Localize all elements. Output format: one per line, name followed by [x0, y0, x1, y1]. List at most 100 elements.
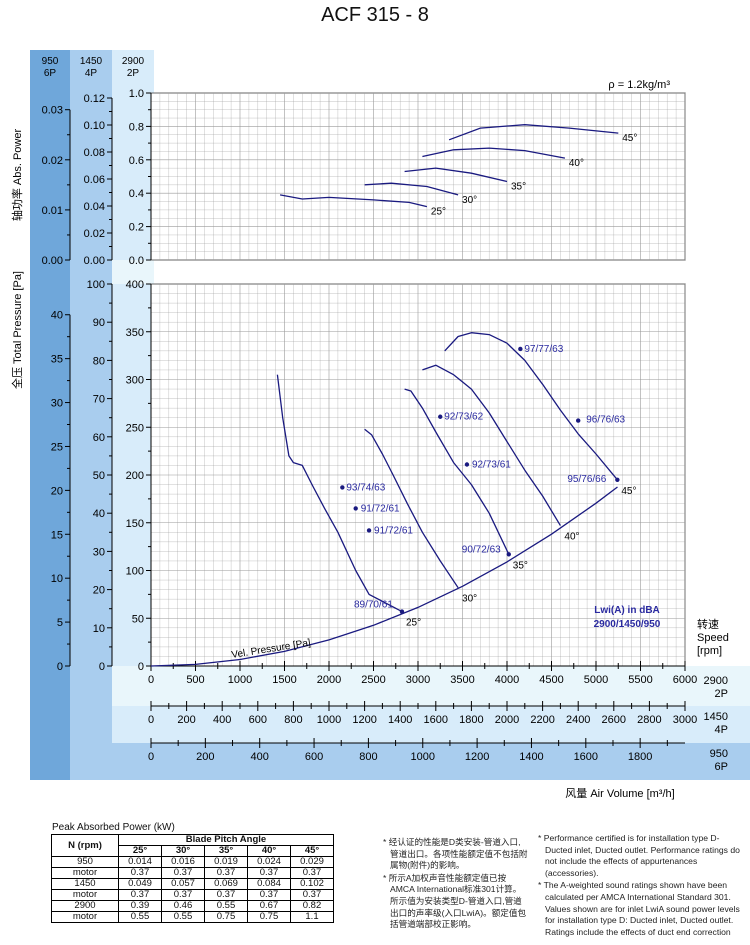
pressure-axis-1450-tick-label: 40 [93, 508, 105, 520]
x-axis-950-tick-label: 1200 [465, 751, 489, 763]
power-axis-1450-tick-label: 0.10 [84, 120, 105, 132]
speed-header-rpm: 2900 [122, 56, 145, 67]
x-axis-950-tick-label: 600 [305, 751, 323, 763]
pressure-axis-950-tick-label: 15 [51, 529, 63, 541]
notes-chinese: * 经认证的性能是D类安装-管道入口,管道出口。各项性能额定值不包括附属物(附件… [383, 837, 528, 932]
power-curve-angle: 45° [622, 133, 637, 144]
x-axis-950-tick-label: 0 [148, 751, 154, 763]
x-axis-2900-tick-label: 1000 [228, 674, 252, 686]
x-axis-2900-tick-label: 4500 [539, 674, 563, 686]
notes-english: * Performance certified is for installat… [538, 833, 743, 939]
power-axis-2900-tick-label: 0.0 [129, 255, 144, 267]
pressure-curve [422, 364, 561, 526]
power-cell: 0.37 [204, 889, 248, 901]
operating-point-label: 91/72/61 [361, 503, 400, 514]
x-axis-1450-tick-label: 1200 [352, 714, 376, 726]
lwi-label: Lwi(A) in dBA [594, 605, 660, 616]
power-cell: 0.55 [118, 911, 162, 923]
power-cell: 0.67 [247, 900, 291, 912]
x-axis-2900-tick-label: 1500 [272, 674, 296, 686]
x-axis-950-tick-label: 1400 [519, 751, 543, 763]
x-axis-2900-tick-label: 500 [186, 674, 204, 686]
operating-point-label: 92/73/61 [472, 459, 511, 470]
pressure-axis-2900-tick-label: 100 [126, 566, 144, 578]
power-curve [364, 182, 459, 196]
angle-header: 40° [247, 845, 291, 857]
power-table-title: Peak Absorbed Power (kW) [52, 822, 175, 833]
x-speed-poles: 2P [715, 688, 728, 700]
power-cell: 0.37 [290, 867, 334, 879]
x-axis-1450-tick-label: 2400 [566, 714, 590, 726]
power-cell: 0.049 [118, 878, 162, 890]
pressure-axis-1450-tick-label: 60 [93, 432, 105, 444]
pressure-axis-2900-tick-label: 50 [132, 613, 144, 625]
power-axis-2900-tick-label: 0.2 [129, 222, 144, 234]
row-header: N (rpm) [51, 834, 119, 857]
power-cell: 0.55 [204, 900, 248, 912]
pressure-axis-2900-tick-label: 150 [126, 518, 144, 530]
power-cell: 0.37 [161, 889, 205, 901]
pressure-axis-2900-tick-label: 0 [138, 661, 144, 673]
row-label: 950 [51, 856, 119, 868]
pressure-curve [444, 332, 618, 481]
row-label: motor [51, 889, 119, 901]
x-speed-rpm: 1450 [704, 711, 728, 723]
operating-point-label: 96/76/63 [586, 415, 625, 426]
note-en-1: * Performance certified is for installat… [538, 833, 740, 878]
pressure-axis-2900-tick-label: 350 [126, 327, 144, 339]
power-curve-angle: 40° [569, 158, 584, 169]
operating-point [340, 485, 345, 490]
x-axis-1450-tick-label: 2600 [602, 714, 626, 726]
power-cell: 0.057 [161, 878, 205, 890]
operating-point [576, 418, 581, 423]
power-cell: 0.37 [118, 867, 162, 879]
power-axis-title: 轴功率 Abs. Power [10, 129, 24, 222]
power-axis-2900-tick-label: 0.4 [129, 188, 144, 200]
speed-label: 转速 [697, 617, 719, 631]
operating-point-label: 89/70/61 [354, 600, 393, 611]
pressure-curve [364, 428, 459, 589]
pressure-curve [404, 388, 510, 555]
operating-point [438, 414, 443, 419]
power-cell: 0.37 [247, 889, 291, 901]
power-axis-1450-tick-label: 0.08 [84, 147, 105, 159]
x-axis-1450-tick-label: 2800 [637, 714, 661, 726]
power-cell: 0.46 [161, 900, 205, 912]
pressure-axis-950-tick-label: 30 [51, 398, 63, 410]
pressure-curve-angle: 45° [621, 486, 636, 497]
x-axis-1450-tick-label: 600 [249, 714, 267, 726]
x-axis-1450-tick-label: 200 [177, 714, 195, 726]
row-label: 2900 [51, 900, 119, 912]
density-label: ρ = 1.2kg/m³ [608, 79, 670, 91]
power-cell: 0.024 [247, 856, 291, 868]
speed-label: Speed [697, 632, 729, 644]
operating-point [399, 609, 405, 614]
pressure-curve-angle: 40° [564, 532, 579, 543]
power-axis-950-tick-label: 0.03 [42, 105, 63, 117]
pressure-axis-1450-tick-label: 90 [93, 317, 105, 329]
power-cell: 0.084 [247, 878, 291, 890]
power-axis-950-tick-label: 0.02 [42, 155, 63, 167]
x-axis-950-tick-label: 1800 [628, 751, 652, 763]
note-cn-2: * 所示A加权声音性能额定值已按AMCA International标准301计… [383, 872, 527, 930]
band-gap [112, 260, 154, 284]
power-cell: 0.016 [161, 856, 205, 868]
pressure-axis-1450-tick-label: 10 [93, 623, 105, 635]
x-speed-rpm: 950 [710, 748, 728, 760]
band-950 [30, 50, 70, 780]
power-cell: 0.39 [118, 900, 162, 912]
power-curve [404, 167, 508, 183]
operating-point [464, 462, 470, 467]
power-curve-angle: 25° [431, 207, 446, 218]
pressure-axis-950-tick-label: 10 [51, 573, 63, 585]
x-axis-2900-tick-label: 5000 [584, 674, 608, 686]
power-cell: 0.37 [247, 867, 291, 879]
pressure-axis-950-tick-label: 5 [57, 617, 63, 629]
speed-label: [rpm] [697, 645, 722, 657]
note-en-2: * The A-weighted sound ratings shown hav… [538, 880, 740, 937]
speed-header-rpm: 950 [42, 56, 59, 67]
power-curve [448, 124, 619, 141]
table-row: 1450 0.049 0.057 0.069 0.084 0.102 [51, 878, 334, 890]
x-axis-1450-tick-label: 2200 [530, 714, 554, 726]
table-row: motor 0.37 0.37 0.37 0.37 0.37 [51, 889, 334, 901]
